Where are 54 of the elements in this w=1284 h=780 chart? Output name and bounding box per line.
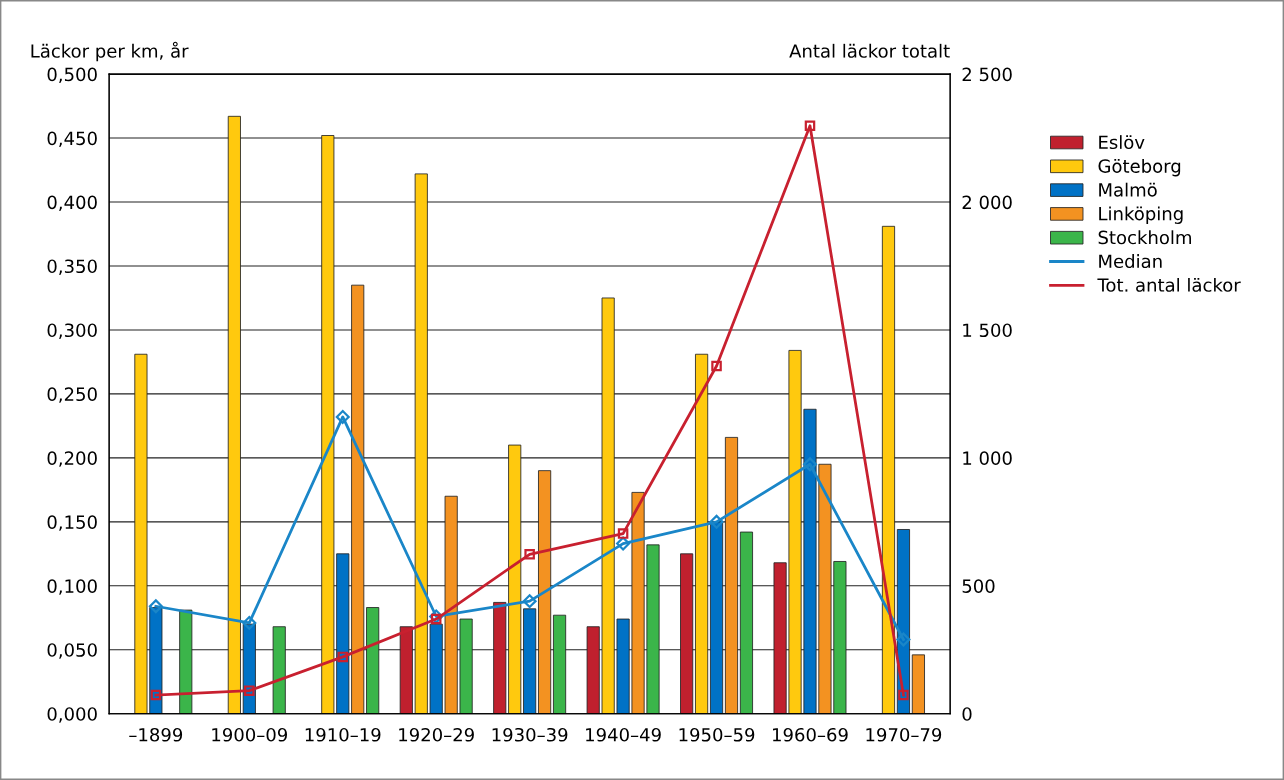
- point: [148, 599, 163, 614]
- y-tick-label: 0,450: [47, 131, 97, 148]
- y-tick-label: 0,200: [47, 451, 97, 467]
- x-tick-label: 1900–09: [212, 727, 288, 742]
- point: [711, 360, 722, 372]
- y2-tick-label: 2 500: [962, 67, 1012, 82]
- point: [617, 528, 629, 539]
- y2-tick-label: 2 000: [962, 195, 1012, 210]
- y-tick-label: 0,000: [47, 707, 97, 723]
- x-tick-label: –1899: [129, 727, 183, 742]
- point: [244, 685, 255, 696]
- y-tick-label: 0,400: [47, 195, 97, 211]
- point: [616, 536, 631, 551]
- legend-label: Malmö: [1099, 182, 1157, 197]
- y2-tick-label: 1 500: [963, 323, 1012, 338]
- legend-label: Stockholm: [1098, 230, 1191, 245]
- y-tick-label: 0,100: [47, 579, 97, 595]
- legend-label: Göteborg: [1098, 158, 1181, 177]
- x-tick-label: 1920–29: [399, 727, 474, 742]
- x-tick-label: 1930–39: [492, 727, 568, 742]
- point: [242, 615, 257, 630]
- legend-label: Median: [1099, 254, 1162, 269]
- x-tick-label: 1940–49: [586, 727, 661, 742]
- x-tick-label: 1970–79: [866, 727, 942, 742]
- point: [524, 549, 535, 560]
- legend-label: Linköping: [1099, 206, 1183, 224]
- y-tick-label: 0,500: [47, 67, 97, 84]
- y-tick-label: 0,050: [47, 643, 97, 659]
- y-tick-label: 0,300: [47, 323, 97, 339]
- legend-label: Tot. antal läckor: [1097, 277, 1241, 292]
- y2-axis-title: Antal läckor totalt: [789, 43, 950, 58]
- y-tick-label: 0,350: [47, 259, 97, 275]
- point: [522, 594, 537, 609]
- point: [896, 632, 911, 647]
- point: [898, 689, 909, 701]
- y-axis-title: Läckor per km, år: [31, 41, 189, 62]
- x-tick-label: 1910–19: [305, 727, 381, 742]
- point: [709, 514, 724, 529]
- x-tick-label: 1950–59: [679, 727, 755, 742]
- point: [802, 457, 817, 472]
- y2-tick-label: 0: [962, 707, 972, 721]
- point: [429, 609, 444, 624]
- y2-tick-label: 1 000: [963, 451, 1012, 465]
- legend-label: Eslöv: [1099, 135, 1145, 150]
- point: [335, 409, 350, 424]
- point: [337, 651, 349, 663]
- point: [430, 613, 442, 625]
- y-tick-label: 0,250: [47, 387, 97, 403]
- point: [150, 689, 162, 701]
- y-tick-label: 0,150: [47, 515, 97, 531]
- bar: [911, 654, 925, 714]
- y2-tick-label: 500: [962, 579, 995, 593]
- x-tick-label: 1960–69: [773, 727, 848, 742]
- point: [804, 120, 816, 132]
